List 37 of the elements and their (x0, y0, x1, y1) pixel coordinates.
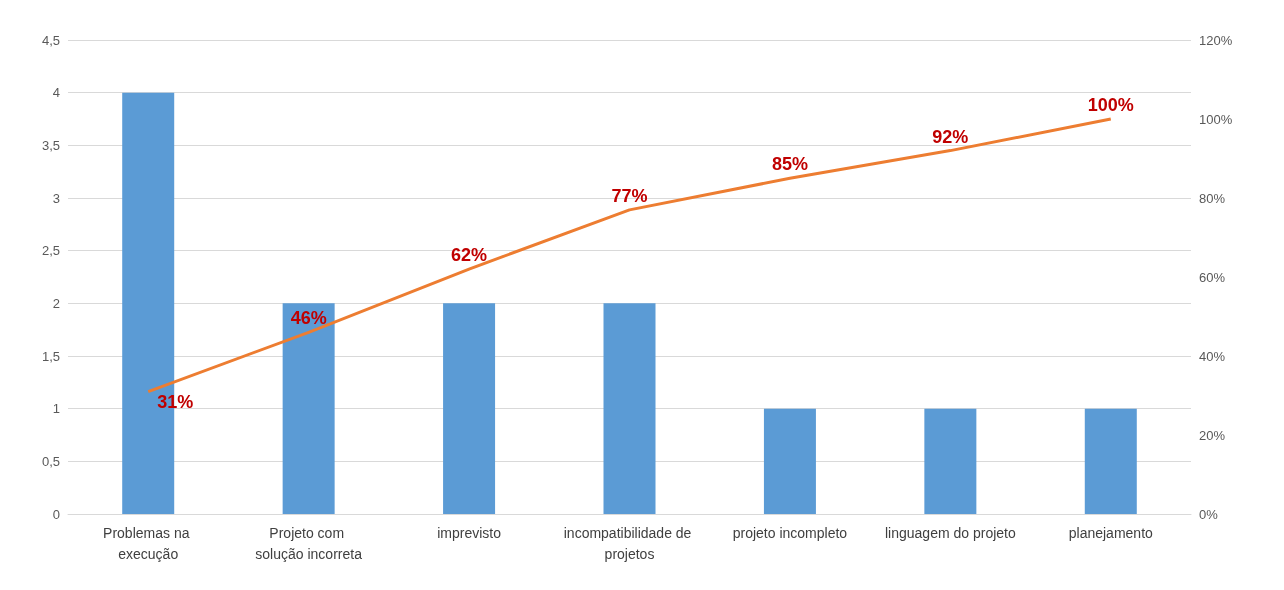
y-tick-label: 0,5 (41, 453, 60, 469)
line-series (146, 117, 1113, 394)
y2-tick-label: 0% (1199, 506, 1219, 522)
y2-tick-label: 40% (1199, 348, 1226, 364)
y2-tick-label: 100% (1199, 111, 1233, 127)
y2-tick-label: 120% (1199, 32, 1233, 48)
y2-tick-label: 20% (1199, 427, 1226, 443)
data-label: 46% (290, 308, 327, 329)
x-tick-label: imprevisto (437, 524, 502, 541)
bar (603, 303, 656, 514)
bar (1084, 408, 1137, 514)
data-label: 62% (451, 245, 488, 266)
data-label: 100% (1087, 95, 1134, 115)
y-tick-label: 3 (52, 190, 60, 206)
x-tick-label: linguagem do projeto (884, 524, 1016, 541)
y-tick-label: 4,5 (41, 32, 60, 48)
y-tick-label: 3,5 (41, 137, 60, 153)
y-tick-label: 2,5 (41, 243, 60, 259)
y-tick-label: 4 (52, 85, 60, 101)
x-tick-label: projeto incompleto (732, 524, 848, 541)
bar (282, 303, 335, 514)
bar (924, 408, 977, 514)
y-tick-label: 0 (52, 506, 60, 522)
y2-tick-label: 80% (1199, 190, 1226, 206)
data-label: 92% (932, 126, 969, 147)
y-tick-label: 1,5 (41, 348, 60, 364)
x-tick-label: planejamento (1068, 524, 1154, 541)
data-label: 85% (771, 154, 808, 175)
y2-tick-label: 60% (1199, 269, 1226, 285)
x-tick-label: incompatibilidade de projetos (563, 524, 696, 562)
x-tick-label: Projeto com solução incorreta (255, 524, 363, 562)
data-label: 77% (611, 185, 648, 206)
bar (763, 408, 816, 514)
bar (443, 303, 496, 514)
y-tick-label: 1 (52, 401, 60, 417)
x-tick-label: Problemas na execução (103, 524, 194, 562)
y-tick-label: 2 (52, 295, 60, 311)
